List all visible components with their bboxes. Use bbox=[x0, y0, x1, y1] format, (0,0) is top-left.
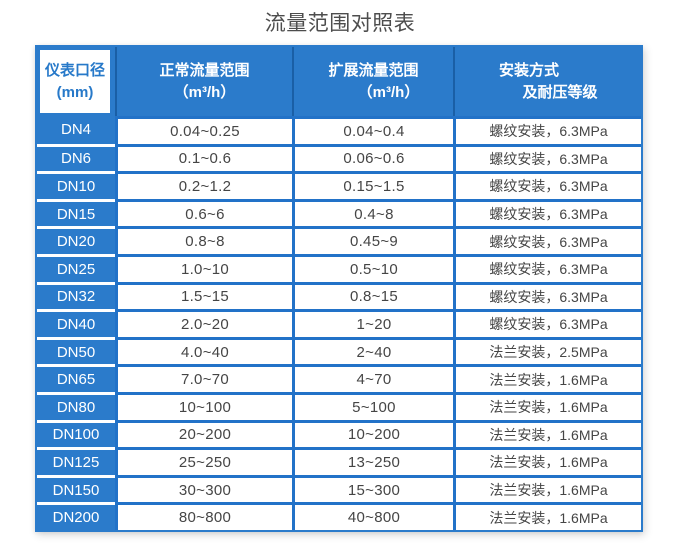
installation-cell: 法兰安装，1.6MPa bbox=[453, 474, 641, 503]
normal-flow-cell: 10~100 bbox=[115, 392, 292, 420]
extended-flow-cell: 15~300 bbox=[292, 474, 453, 503]
header-line: 扩展流量范围 bbox=[328, 61, 419, 79]
normal-flow-cell: 2.0~20 bbox=[115, 309, 292, 337]
header-normal-flow-range: 正常流量范围 （m³/h） bbox=[115, 47, 292, 116]
header-extended-flow-range: 扩展流量范围 （m³/h） bbox=[292, 47, 453, 116]
normal-flow-cell: 30~300 bbox=[115, 474, 292, 503]
installation-cell: 法兰安装，1.6MPa bbox=[453, 364, 641, 392]
installation-cell: 法兰安装，1.6MPa bbox=[453, 392, 641, 420]
extended-flow-cell: 0.15~1.5 bbox=[292, 171, 453, 199]
installation-cell: 法兰安装，1.6MPa bbox=[453, 419, 641, 448]
installation-cell: 螺纹安装，6.3MPa bbox=[453, 226, 641, 254]
installation-cell: 螺纹安装，6.3MPa bbox=[453, 116, 641, 144]
dn-cell: DN20 bbox=[37, 226, 115, 254]
dn-cell: DN6 bbox=[37, 143, 115, 172]
installation-cell: 螺纹安装，6.3MPa bbox=[453, 143, 641, 172]
dn-cell: DN125 bbox=[37, 447, 115, 475]
extended-flow-cell: 0.45~9 bbox=[292, 226, 453, 254]
dn-cell: DN50 bbox=[37, 336, 115, 365]
header-line: （m³/h） bbox=[173, 83, 236, 101]
installation-cell: 螺纹安装，6.3MPa bbox=[453, 281, 641, 310]
dn-cell: DN40 bbox=[37, 309, 115, 337]
normal-flow-cell: 0.2~1.2 bbox=[115, 171, 292, 199]
dn-cell: DN150 bbox=[37, 474, 115, 503]
normal-flow-cell: 1.5~15 bbox=[115, 281, 292, 310]
normal-flow-cell: 0.04~0.25 bbox=[115, 116, 292, 144]
extended-flow-cell: 0.4~8 bbox=[292, 198, 453, 227]
installation-cell: 螺纹安装，6.3MPa bbox=[453, 254, 641, 282]
dn-cell: DN200 bbox=[37, 502, 115, 530]
header-line: （m³/h） bbox=[357, 83, 420, 101]
extended-flow-cell: 10~200 bbox=[292, 419, 453, 448]
dn-cell: DN25 bbox=[37, 254, 115, 282]
installation-cell: 螺纹安装，6.3MPa bbox=[453, 198, 641, 227]
installation-cell: 法兰安装，1.6MPa bbox=[453, 502, 641, 530]
extended-flow-cell: 1~20 bbox=[292, 309, 453, 337]
normal-flow-cell: 7.0~70 bbox=[115, 364, 292, 392]
extended-flow-cell: 0.04~0.4 bbox=[292, 116, 453, 144]
normal-flow-cell: 0.6~6 bbox=[115, 198, 292, 227]
normal-flow-cell: 20~200 bbox=[115, 419, 292, 448]
header-meter-diameter: 仪表口径 (mm) bbox=[37, 47, 115, 116]
dn-cell: DN10 bbox=[37, 171, 115, 199]
normal-flow-cell: 25~250 bbox=[115, 447, 292, 475]
normal-flow-cell: 0.8~8 bbox=[115, 226, 292, 254]
dn-cell: DN100 bbox=[37, 419, 115, 448]
flow-range-table: 仪表口径 (mm) 正常流量范围 （m³/h） 扩展流量范围 （m³/h） 安装… bbox=[35, 45, 643, 532]
installation-cell: 法兰安装，2.5MPa bbox=[453, 336, 641, 365]
installation-cell: 螺纹安装，6.3MPa bbox=[453, 171, 641, 199]
dn-cell: DN65 bbox=[37, 364, 115, 392]
normal-flow-cell: 4.0~40 bbox=[115, 336, 292, 365]
extended-flow-cell: 5~100 bbox=[292, 392, 453, 420]
header-meter-diameter-box: 仪表口径 (mm) bbox=[40, 50, 110, 113]
dn-cell: DN15 bbox=[37, 198, 115, 227]
dn-cell: DN32 bbox=[37, 281, 115, 310]
extended-flow-cell: 2~40 bbox=[292, 336, 453, 365]
header-line: 正常流量范围 bbox=[159, 61, 250, 79]
installation-cell: 法兰安装，1.6MPa bbox=[453, 447, 641, 475]
normal-flow-cell: 0.1~0.6 bbox=[115, 143, 292, 172]
extended-flow-cell: 4~70 bbox=[292, 364, 453, 392]
page-title: 流量范围对照表 bbox=[264, 12, 416, 35]
extended-flow-cell: 0.5~10 bbox=[292, 254, 453, 282]
header-line: 安装方式 bbox=[498, 61, 559, 79]
header-line: 仪表口径 bbox=[44, 61, 105, 79]
extended-flow-cell: 0.06~0.6 bbox=[292, 143, 453, 172]
extended-flow-cell: 40~800 bbox=[292, 502, 453, 530]
header-installation: 安装方式 及耐压等级 bbox=[453, 47, 641, 116]
extended-flow-cell: 0.8~15 bbox=[292, 281, 453, 310]
normal-flow-cell: 1.0~10 bbox=[115, 254, 292, 282]
extended-flow-cell: 13~250 bbox=[292, 447, 453, 475]
header-line: (mm) bbox=[56, 83, 94, 101]
dn-cell: DN4 bbox=[37, 116, 115, 144]
header-line: 及耐压等级 bbox=[522, 83, 598, 101]
installation-cell: 螺纹安装，6.3MPa bbox=[453, 309, 641, 337]
normal-flow-cell: 80~800 bbox=[115, 502, 292, 530]
dn-cell: DN80 bbox=[37, 392, 115, 420]
